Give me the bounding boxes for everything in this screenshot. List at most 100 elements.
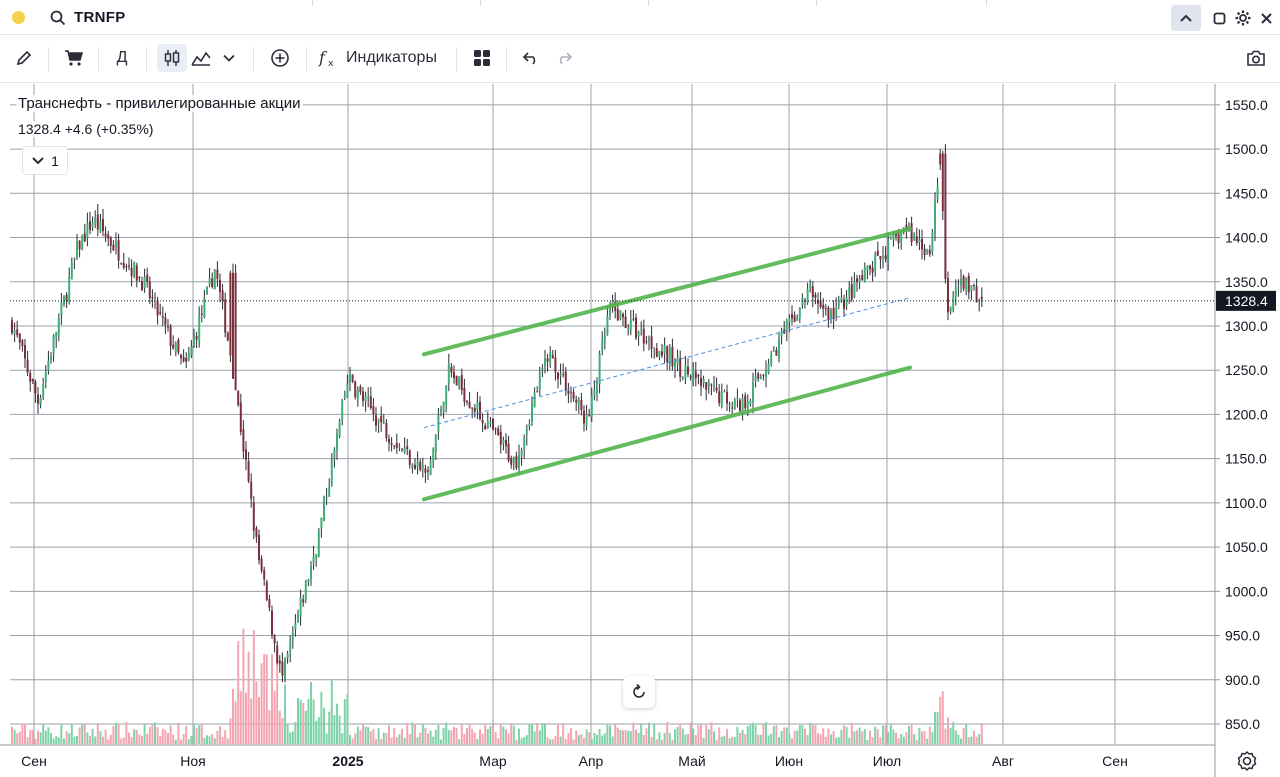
undo-button[interactable] [518, 44, 544, 72]
candle-body [499, 431, 502, 445]
volume-bar [650, 736, 653, 744]
candle-body [146, 274, 149, 282]
volume-bar [900, 734, 903, 744]
volume-bar [411, 722, 414, 744]
settings-button[interactable] [1228, 5, 1258, 31]
draw-button[interactable] [10, 44, 38, 72]
candle-body [479, 401, 481, 420]
candle-body [850, 284, 853, 300]
volume-bar [351, 738, 354, 744]
candle-body [208, 278, 211, 285]
indicator-count: 1 [51, 152, 59, 169]
volume-bar [369, 731, 372, 744]
volume-bar [947, 717, 949, 744]
compare-button[interactable] [266, 44, 294, 72]
candle-body [635, 317, 637, 338]
ticker-symbol[interactable]: TRNFP [74, 9, 126, 26]
volume-bar [793, 731, 796, 744]
candle-body [31, 379, 34, 382]
candles-button[interactable] [157, 44, 187, 72]
candle-body [83, 233, 86, 242]
candle-body [510, 457, 513, 465]
volume-bar [590, 739, 593, 744]
time-tick-label: Сен [21, 753, 47, 769]
restore-button[interactable] [1204, 5, 1234, 31]
trade-button[interactable] [60, 44, 88, 72]
period-button[interactable]: Д [108, 44, 136, 72]
price-tick-label: 1450.0 [1225, 185, 1268, 201]
candle-body [429, 461, 432, 476]
volume-bar [437, 724, 440, 744]
candle-body [700, 377, 702, 387]
area-chart-button[interactable] [189, 44, 213, 72]
search-icon[interactable] [50, 10, 66, 26]
candle-body [109, 238, 112, 246]
candle-body [918, 239, 921, 243]
volume-bar [117, 723, 120, 744]
candle-body [78, 240, 81, 250]
volume-bar [663, 732, 666, 744]
volume-bar [276, 660, 279, 744]
screenshot-button[interactable] [1242, 44, 1270, 72]
candle-body [260, 558, 263, 571]
volume-bar [564, 739, 567, 744]
candle-body [874, 254, 877, 271]
candle-body [213, 269, 216, 290]
close-button[interactable] [1251, 5, 1280, 31]
candle-body [120, 263, 123, 265]
collapse-button[interactable] [1171, 5, 1201, 31]
volume-bar [278, 710, 281, 744]
volume-bar [910, 724, 913, 744]
volume-bar [700, 724, 702, 744]
candle-body [598, 353, 601, 384]
volume-bar [585, 729, 588, 744]
volume-bar [385, 732, 388, 744]
redo-button[interactable] [551, 44, 577, 72]
volume-bar [879, 737, 882, 744]
candle-body [707, 382, 710, 387]
candle-body [330, 459, 333, 486]
candle-body [562, 373, 565, 375]
window-icon [1213, 12, 1225, 24]
candle-body [141, 281, 143, 291]
candle-body [973, 285, 975, 287]
legend-toggle[interactable]: 1 [22, 146, 68, 175]
volume-bar [237, 641, 240, 744]
volume-bar [31, 729, 34, 744]
price-chart[interactable]: 1550.0 1500.0 1450.0 1400.0 1350.0 1300.0 1250… [0, 83, 1280, 777]
chart-type-dropdown[interactable] [219, 44, 239, 72]
candle-body [128, 265, 130, 267]
chart-settings-icon[interactable] [1236, 750, 1258, 772]
volume-bar [52, 738, 55, 744]
volume-bar [970, 736, 973, 744]
volume-bar [871, 737, 874, 744]
candle-body [744, 395, 747, 409]
candle-body [11, 320, 13, 333]
candle-body [388, 438, 390, 443]
volume-bar [50, 732, 52, 744]
volume-bar [866, 739, 869, 744]
time-tick-label: 2025 [332, 753, 363, 769]
volume-bar [697, 725, 700, 744]
candle-body [395, 443, 398, 448]
layout-button[interactable] [468, 44, 496, 72]
volume-bar [832, 731, 835, 744]
toolbar-divider [253, 47, 254, 71]
volume-bar [323, 707, 325, 744]
volume-bar [21, 723, 24, 744]
candle-body [203, 297, 206, 317]
volume-bar [876, 729, 879, 744]
volume-bar [960, 738, 962, 744]
volume-bar [533, 731, 536, 744]
volume-bar [182, 734, 185, 744]
candle-body [520, 450, 523, 456]
volume-bar [492, 724, 494, 744]
candle-body [226, 332, 229, 341]
candle-body [580, 400, 583, 410]
candle-body [551, 354, 554, 358]
volume-bar [203, 737, 206, 744]
volume-bar [884, 725, 887, 744]
reset-zoom-button[interactable] [623, 676, 655, 708]
volume-bar [783, 727, 786, 744]
